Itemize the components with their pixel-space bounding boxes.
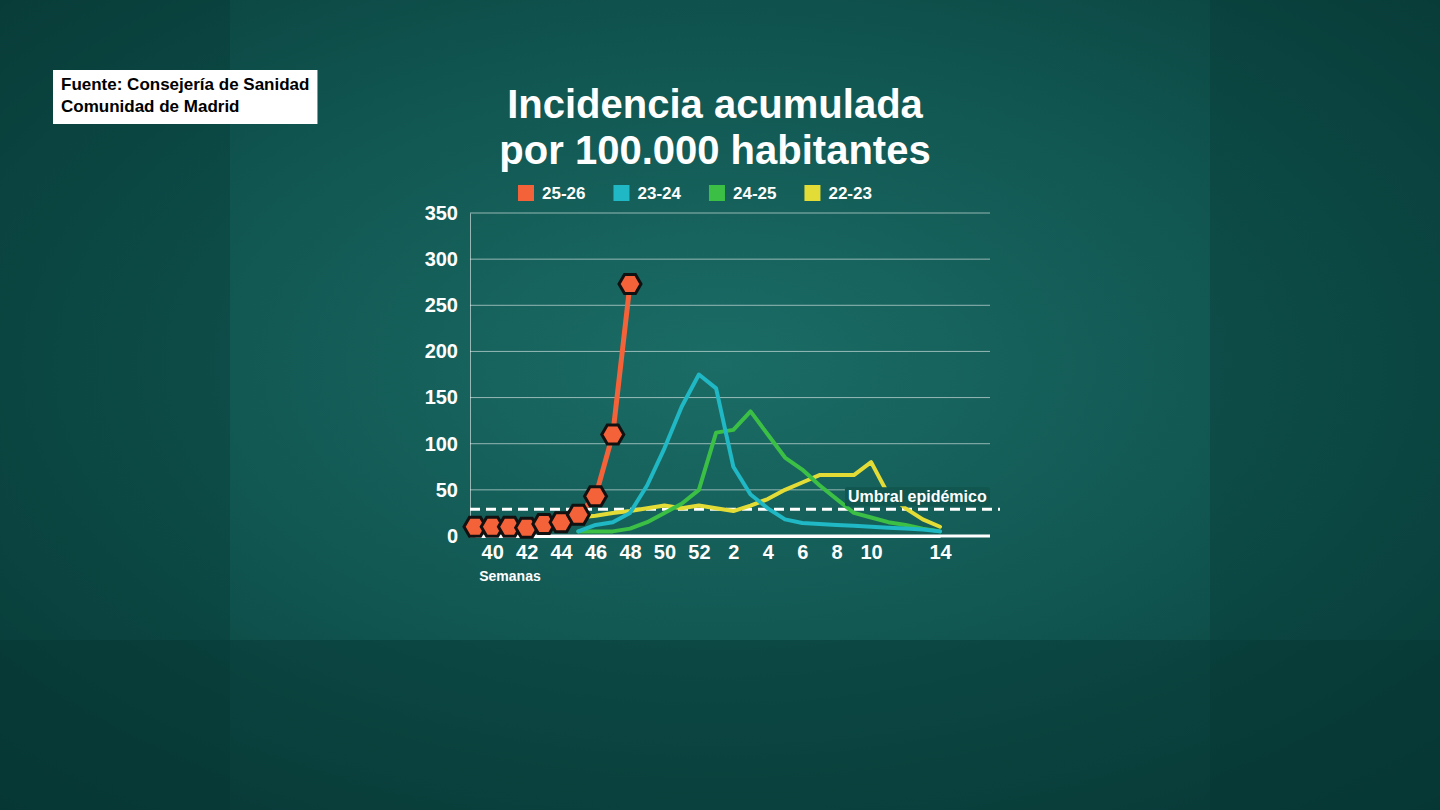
tick-label: 50 [436,479,458,501]
source-background [53,70,317,124]
tick: 48 [619,536,641,563]
tick: 44 [550,536,573,563]
legend-label: 23-24 [637,184,681,203]
threshold-text: Umbral epidémico [848,488,987,505]
grid-line [470,213,990,214]
tick-label: 350 [425,202,458,224]
grid-line [470,259,990,260]
x-axis-title: Semanas [479,568,541,584]
marker [567,505,589,524]
x-axis: 4042444648505224681014 [476,536,953,563]
tick-label: 10 [860,541,882,563]
chart-svg: Fuente: Consejería de Sanidad Comunidad d… [0,0,1440,810]
legend-label: 24-25 [733,184,776,203]
grid-line [470,536,990,537]
tick-label: 200 [425,340,458,362]
title: Incidencia acumulada [507,82,923,126]
tick-label: 100 [425,433,458,455]
grid-line [470,305,990,306]
tick-label: 52 [688,541,710,563]
tick: 14 [929,536,952,563]
tick-label: 6 [797,541,808,563]
threshold-label: Umbral epidémico [845,487,990,506]
label-background [845,487,990,506]
plot-area [464,275,1000,538]
tick-label: 300 [425,248,458,270]
tick: 10 [860,536,882,563]
grid [470,213,990,536]
background [0,0,1440,810]
marker [602,425,624,444]
tick-label: 2 [728,541,739,563]
y-axis: 0 50 100 150 200 250 300 350 [425,202,471,547]
tick-label: 48 [619,541,641,563]
tick: 8 [832,536,843,563]
tick-label: 42 [516,541,538,563]
tick-label: 250 [425,294,458,316]
legend-swatch [518,185,534,201]
tick-label: 4 [763,541,775,563]
tick-label: 50 [654,541,676,563]
tick: 150 [425,386,470,408]
tick: 250 [425,294,470,316]
tick-label: 46 [585,541,607,563]
marker [619,275,641,294]
tick: 2 [728,536,739,563]
legend: 25-26 23-24 24-25 22-23 [518,184,872,203]
tick: 42 [516,536,538,563]
grid-line [470,351,990,352]
tick: 46 [585,536,607,563]
marker [585,487,607,506]
tick: 4 [763,536,775,563]
tick: 350 [425,202,470,224]
line [578,375,940,532]
tick: 52 [688,536,710,563]
tick-label: 44 [550,541,573,563]
tick: 50 [654,536,676,563]
tick: 300 [425,248,470,270]
legend-label: 25-26 [542,184,585,203]
tick: 200 [425,340,470,362]
source-text: Fuente: Consejería de Sanidad [61,75,309,94]
tick-label: 150 [425,386,458,408]
tick: 40 [482,536,504,563]
legend-swatch [613,185,629,201]
source-text: Comunidad de Madrid [61,97,240,116]
line [578,411,940,531]
legend-label: 22-23 [828,184,871,203]
axis-line [470,214,471,537]
background-wall-right [1210,0,1440,810]
tick: 6 [797,536,808,563]
tick: 50 [436,479,470,501]
tick-label: 14 [929,541,952,563]
legend-swatch [709,185,725,201]
tick: 100 [425,433,470,455]
tick-label: 0 [447,525,458,547]
legend-swatch [804,185,820,201]
line [475,284,630,528]
source-box: Fuente: Consejería de Sanidad Comunidad d… [53,70,317,124]
title: por 100.000 habitantes [499,128,930,172]
grid-line [470,397,990,398]
chart-container: Fuente: Consejería de Sanidad Comunidad d… [0,0,1440,810]
tick-label: 40 [482,541,504,563]
tick-label: 8 [832,541,843,563]
